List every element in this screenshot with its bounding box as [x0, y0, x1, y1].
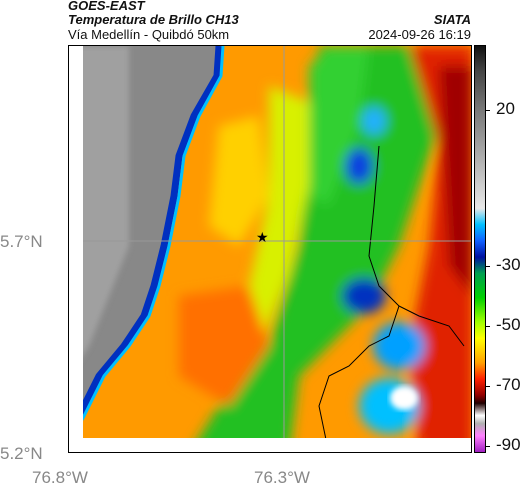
colorbar-label: -70 [496, 375, 521, 394]
latitude-label: 5.7°N [0, 232, 43, 251]
colorbar-tick [486, 110, 490, 111]
colorbar-tick [486, 386, 490, 387]
satellite-map[interactable]: ★ [68, 45, 472, 453]
satellite-title: GOES-EAST [68, 0, 145, 13]
colorbar-label: -30 [496, 255, 521, 274]
datetime-label: 2024-09-26 16:19 [368, 27, 471, 42]
colorbar-tick [486, 446, 490, 447]
brightness-temperature-field [69, 46, 471, 452]
longitude-label: 76.8°W [32, 468, 88, 487]
colorbar-label: 20 [496, 99, 515, 118]
colorbar-label: -50 [496, 315, 521, 334]
longitude-label: 76.3°W [254, 468, 310, 487]
org-label: SIATA [433, 12, 471, 27]
colorbar-tick [486, 266, 490, 267]
route-subtitle: Vía Medellín - Quibdó 50km [68, 27, 230, 42]
latitude-label: 5.2°N [0, 444, 43, 463]
colorbar-label: -90 [496, 435, 521, 454]
colorbar-tick [486, 326, 490, 327]
colorbar [474, 45, 486, 453]
star-icon: ★ [256, 229, 269, 245]
product-title: Temperatura de Brillo CH13 [68, 12, 239, 27]
